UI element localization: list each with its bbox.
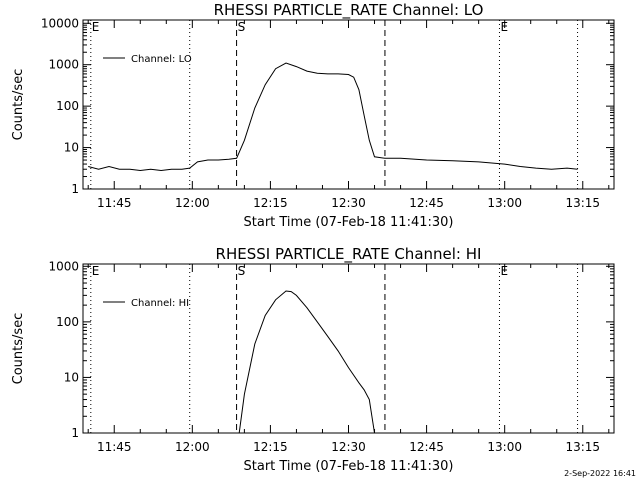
hi-x-tick-label: 13:15 [565,440,600,454]
lo-x-tick-label: 11:45 [97,196,132,210]
lo-x-tick-label: 13:00 [487,196,522,210]
hi-channel-panel: RHESSI PARTICLE_RATE Channel: HI Counts/s… [11,245,615,474]
lo-y-tick-label: 10000 [41,16,79,30]
hi-x-tick-label: 12:00 [175,440,210,454]
lo-channel-panel: RHESSI PARTICLE_RATE Channel: LO Counts/s… [11,1,615,230]
lo-plot-frame [82,19,615,190]
hi-x-axis-label: Start Time (07-Feb-18 11:41:30) [244,459,454,474]
hi-y-tick-label: 1 [71,426,79,440]
lo-marker-label: E [500,20,508,34]
hi-marker-label: E [500,264,508,278]
hi-x-tick-label: 12:30 [331,440,366,454]
lo-y-axis-label: Counts/sec [11,69,26,141]
lo-x-tick-label: 12:30 [331,196,366,210]
lo-y-tick-label: 100 [56,99,79,113]
lo-marker-label: S [238,20,246,34]
lo-y-tick-label: 1000 [48,58,79,72]
hi-x-tick-label: 12:15 [253,440,288,454]
lo-x-tick-label: 13:15 [565,196,600,210]
plot-timestamp: 2-Sep-2022 16:41 [564,469,636,478]
hi-legend-label: Channel: HI [131,298,189,309]
lo-x-tick-label: 12:00 [175,196,210,210]
lo-y-tick-label: 10 [64,141,79,155]
hi-chart-title: RHESSI PARTICLE_RATE Channel: HI [216,245,482,264]
hi-plot-frame [82,263,615,434]
hi-x-tick-label: 11:45 [97,440,132,454]
hi-marker-label: E [92,264,100,278]
lo-series-line [88,62,578,172]
lo-marker-label: E [92,20,100,34]
hi-y-tick-label: 100 [56,315,79,329]
lo-x-tick-label: 12:15 [253,196,288,210]
lo-x-axis-label: Start Time (07-Feb-18 11:41:30) [244,215,454,230]
lo-x-tick-label: 12:45 [409,196,444,210]
lo-legend-label: Channel: LO [131,54,192,65]
hi-x-tick-label: 13:00 [487,440,522,454]
lo-chart-title: RHESSI PARTICLE_RATE Channel: LO [214,1,484,20]
hi-y-tick-label: 10 [64,370,79,384]
hi-marker-label: S [238,264,246,278]
hi-x-tick-label: 12:45 [409,440,444,454]
hi-y-tick-label: 1000 [48,259,79,273]
lo-y-tick-label: 1 [71,182,79,196]
hi-series-line [238,290,375,434]
hi-y-axis-label: Counts/sec [11,313,26,385]
